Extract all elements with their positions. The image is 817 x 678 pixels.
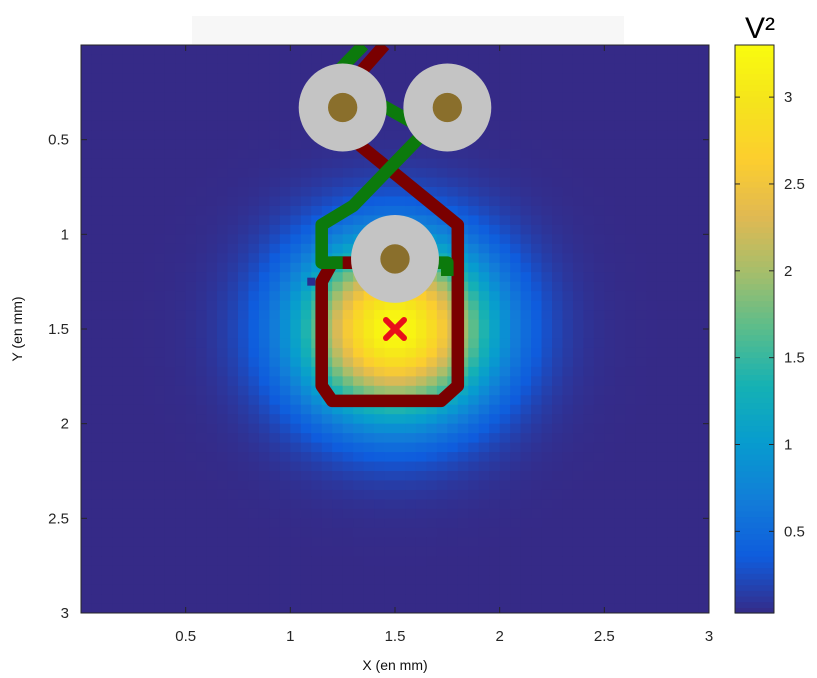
x-tick-label: 2.5	[594, 628, 615, 645]
x-tick-label: 1	[286, 628, 294, 645]
y-tick-label: 1	[61, 226, 69, 243]
x-tick-label: 2	[495, 628, 503, 645]
colorbar-tick-label: 1	[784, 437, 792, 454]
heatmap	[81, 45, 709, 613]
x-axis-label: X (en mm)	[362, 657, 427, 673]
pad-center	[351, 214, 439, 303]
pad-right	[403, 63, 492, 152]
colorbar-tick-label: 1.5	[784, 350, 805, 367]
title-box	[192, 16, 624, 44]
y-axis-label: Y (en mm)	[9, 296, 25, 361]
peak-marker	[383, 317, 407, 341]
x-tick-label: 3	[705, 628, 713, 645]
green-trace-stub	[436, 256, 454, 276]
x-tick-label: 0.5	[175, 628, 196, 645]
y-tick-label: 3	[61, 605, 69, 622]
colorbar-tick-label: 0.5	[784, 523, 805, 540]
axes: 0.5 1 1.5 2 2.5 3 0.5 1 1.5 2 2.5 3	[48, 45, 713, 645]
y-tick-label: 0.5	[48, 132, 69, 149]
x-tick-label: 1.5	[385, 628, 406, 645]
colorbar-tick-label: 2	[784, 263, 792, 280]
pcb-overlay	[298, 45, 492, 408]
colorbar-title: V²	[745, 12, 775, 45]
small-square	[307, 277, 316, 286]
y-tick-label: 2.5	[48, 510, 69, 527]
y-tick-label: 1.5	[48, 321, 69, 338]
y-tick-label: 2	[61, 416, 69, 433]
colorbar: 0.5 1 1.5 2 2.5 3	[734, 44, 805, 614]
pad-left	[298, 63, 387, 152]
colorbar-tick-label: 3	[784, 89, 792, 106]
colorbar-tick-label: 2.5	[784, 176, 805, 193]
